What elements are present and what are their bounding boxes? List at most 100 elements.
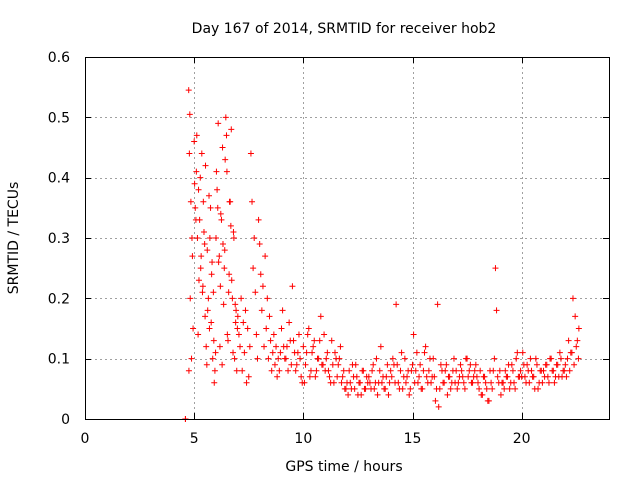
- data-point: [491, 355, 498, 362]
- data-point: [259, 283, 266, 290]
- data-point: [472, 361, 479, 368]
- data-point: [316, 337, 323, 344]
- data-point: [494, 373, 501, 380]
- x-tick-label: 0: [81, 431, 90, 447]
- data-point: [226, 271, 233, 278]
- data-point: [517, 367, 524, 374]
- data-point: [371, 385, 378, 392]
- y-tick-label: 0.5: [48, 110, 70, 126]
- data-point: [521, 373, 528, 380]
- x-axis-label: GPS time / hours: [285, 459, 402, 475]
- data-point: [402, 379, 409, 386]
- data-point: [247, 150, 254, 157]
- data-point: [281, 355, 288, 362]
- data-point: [526, 379, 533, 386]
- data-point: [254, 355, 261, 362]
- data-point: [228, 126, 235, 133]
- data-point: [540, 367, 547, 374]
- data-point: [492, 265, 499, 272]
- data-point: [190, 325, 197, 332]
- data-point: [445, 373, 452, 380]
- data-point: [506, 385, 513, 392]
- data-point: [475, 379, 481, 386]
- data-point: [476, 385, 483, 392]
- y-tick-label: 0.4: [48, 171, 70, 187]
- data-point: [197, 265, 204, 272]
- data-point: [219, 144, 226, 151]
- data-point: [370, 361, 377, 368]
- data-point: [285, 367, 292, 374]
- data-point: [519, 349, 526, 356]
- data-point: [309, 349, 316, 356]
- data-point: [471, 367, 478, 374]
- data-point: [554, 361, 561, 368]
- data-point: [390, 361, 397, 368]
- data-point: [314, 355, 321, 362]
- data-point: [250, 265, 257, 272]
- data-point: [380, 373, 387, 380]
- data-point: [493, 307, 500, 314]
- data-point: [369, 367, 376, 374]
- data-point: [206, 192, 213, 199]
- data-point: [366, 379, 373, 386]
- data-point: [209, 355, 216, 362]
- data-point: [458, 367, 465, 374]
- x-tick-label: 10: [294, 431, 312, 447]
- data-point: [215, 120, 222, 127]
- data-point: [417, 361, 424, 368]
- data-point: [257, 271, 264, 278]
- data-point: [527, 355, 534, 362]
- data-point: [358, 391, 365, 398]
- data-point: [221, 247, 228, 254]
- data-point: [562, 361, 569, 368]
- data-point: [273, 343, 280, 350]
- data-point: [573, 343, 580, 350]
- data-point: [194, 235, 201, 241]
- data-point: [267, 337, 274, 344]
- data-point: [304, 331, 311, 338]
- data-point: [311, 337, 318, 344]
- data-point: [453, 367, 460, 374]
- data-point: [195, 186, 202, 193]
- data-point: [565, 337, 572, 344]
- data-point: [216, 253, 223, 260]
- data-point: [187, 198, 194, 205]
- data-point: [188, 355, 195, 362]
- data-point: [244, 325, 251, 332]
- data-point: [192, 216, 199, 223]
- data-point: [210, 337, 217, 344]
- data-point: [465, 373, 472, 380]
- data-point: [293, 361, 300, 368]
- data-point: [502, 367, 509, 374]
- data-point: [232, 301, 239, 308]
- data-point: [306, 373, 313, 380]
- data-point: [539, 379, 546, 386]
- data-point: [203, 343, 210, 350]
- data-point: [435, 403, 442, 410]
- data-point: [231, 355, 238, 362]
- data-point: [423, 373, 430, 380]
- data-point: [255, 216, 262, 223]
- y-tick-label: 0.6: [48, 50, 70, 66]
- data-point: [533, 361, 540, 368]
- data-point: [233, 307, 240, 314]
- data-point: [217, 210, 224, 217]
- data-point: [337, 343, 344, 350]
- data-point: [335, 361, 342, 368]
- data-point: [216, 343, 223, 350]
- data-point: [421, 349, 428, 356]
- data-point: [436, 385, 443, 392]
- data-point: [191, 180, 198, 187]
- data-point: [349, 361, 356, 368]
- data-point: [351, 385, 358, 392]
- data-point: [567, 349, 574, 356]
- data-point: [500, 379, 507, 386]
- data-point: [195, 277, 202, 284]
- data-point: [513, 355, 520, 362]
- data-point: [409, 361, 416, 368]
- data-point: [543, 361, 550, 368]
- data-point: [242, 307, 249, 314]
- data-point: [496, 367, 503, 374]
- data-point: [221, 265, 228, 272]
- data-point: [462, 355, 469, 362]
